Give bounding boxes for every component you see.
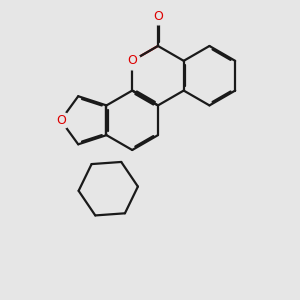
Text: O: O <box>153 10 163 23</box>
Text: O: O <box>56 114 66 127</box>
Text: O: O <box>127 54 137 67</box>
